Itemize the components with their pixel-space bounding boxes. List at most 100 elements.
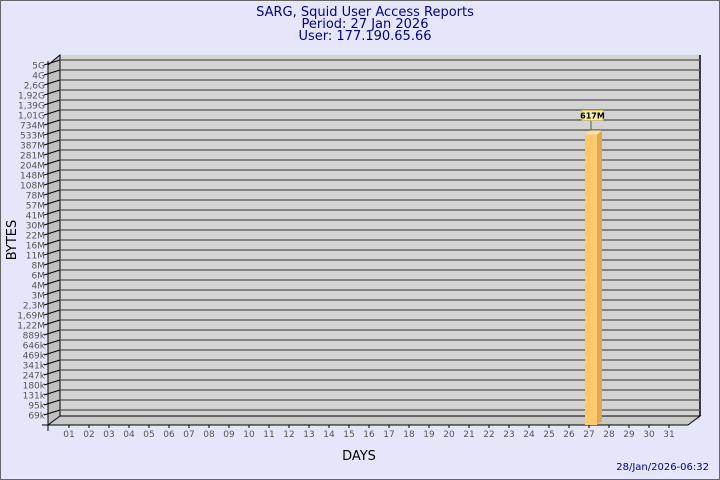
y-tick-label: 95k — [28, 402, 45, 412]
y-tick — [43, 369, 61, 376]
x-tick-label: 30 — [643, 430, 655, 440]
y-tick — [43, 179, 61, 186]
y-tick — [43, 259, 61, 266]
y-tick-label: 11M — [26, 252, 45, 262]
x-tick-label: 10 — [243, 430, 255, 440]
y-tick — [43, 329, 61, 336]
y-tick — [43, 139, 61, 146]
y-tick — [43, 169, 61, 176]
y-tick-label: 131k — [23, 392, 46, 402]
x-tick-label: 24 — [523, 430, 535, 440]
x-tick-label: 25 — [543, 430, 554, 440]
y-tick-label: 1,01G — [18, 112, 45, 122]
y-tick-label: 734M — [20, 122, 45, 132]
y-tick-label: 22M — [26, 232, 45, 242]
y-tick-label: 1,39G — [18, 102, 45, 112]
y-tick — [43, 399, 61, 406]
y-tick — [43, 79, 61, 86]
y-tick — [43, 59, 61, 66]
y-tick-label: 108M — [20, 182, 45, 192]
x-tick-label: 13 — [303, 430, 314, 440]
y-tick-label: 2,6G — [24, 82, 45, 92]
y-tick — [43, 309, 61, 316]
x-tick-label: 18 — [403, 430, 415, 440]
x-axis-label: DAYS — [342, 449, 376, 464]
footer-timestamp: 28/Jan/2026-06:32 — [616, 462, 709, 473]
x-tick-label: 17 — [383, 430, 394, 440]
chart-title-3: User: 177.190.65.66 — [298, 29, 431, 44]
y-tick-label: 4G — [32, 72, 45, 82]
y-tick-label: 1,69M — [17, 312, 45, 322]
y-tick — [43, 319, 61, 326]
y-tick — [43, 99, 61, 106]
x-tick-label: 23 — [503, 430, 514, 440]
y-tick — [43, 349, 61, 356]
y-tick-label: 533M — [20, 132, 45, 142]
x-tick-label: 19 — [423, 430, 435, 440]
y-tick-label: 281M — [20, 152, 45, 162]
y-tick — [43, 339, 61, 346]
x-tick-label: 20 — [443, 430, 455, 440]
x-tick-label: 04 — [123, 430, 135, 440]
y-tick — [43, 89, 61, 96]
y-tick-label: 247k — [23, 372, 46, 382]
y-tick — [43, 189, 61, 196]
y-tick-label: 148M — [20, 172, 45, 182]
x-tick-label: 09 — [223, 430, 235, 440]
x-tick-label: 22 — [483, 430, 494, 440]
y-tick-label: 4M — [32, 282, 46, 292]
x-tick-label: 16 — [363, 430, 375, 440]
x-tick-label: 03 — [103, 430, 114, 440]
y-axis-label: BYTES — [5, 220, 20, 261]
y-tick — [43, 69, 61, 76]
chart-title-1: SARG, Squid User Access Reports — [256, 5, 474, 20]
y-tick-label: 8M — [32, 262, 46, 272]
y-tick-label: 2,3M — [23, 302, 45, 312]
y-tick-label: 469k — [23, 352, 46, 362]
y-tick — [43, 119, 61, 126]
bar-label-box — [581, 109, 604, 121]
y-tick — [43, 159, 61, 166]
y-tick — [43, 289, 61, 296]
y-tick-label: 341k — [23, 362, 46, 372]
y-tick — [43, 389, 61, 396]
chart-title-2: Period: 27 Jan 2026 — [302, 17, 429, 32]
y-tick-label: 889k — [23, 332, 46, 342]
x-tick-label: 26 — [563, 430, 575, 440]
x-tick-label: 06 — [163, 430, 175, 440]
x-tick-label: 12 — [283, 430, 294, 440]
y-tick-label: 204M — [20, 162, 45, 172]
x-tick-label: 27 — [583, 430, 594, 440]
y-tick — [43, 359, 61, 366]
y-tick-label: 69k — [28, 412, 45, 422]
bar-side — [597, 130, 602, 425]
x-tick-label: 07 — [183, 430, 194, 440]
y-tick — [43, 379, 61, 386]
y-tick-label: 16M — [26, 242, 45, 252]
y-tick-label: 57M — [26, 202, 45, 212]
y-tick-label: 1,22M — [17, 322, 45, 332]
y-tick — [43, 239, 61, 246]
y-tick-label: 387M — [20, 142, 45, 152]
x-tick-label: 15 — [343, 430, 354, 440]
y-tick — [43, 199, 61, 206]
y-tick — [43, 279, 61, 286]
x-tick-label: 21 — [463, 430, 474, 440]
y-tick-label: 6M — [32, 272, 46, 282]
y-tick — [43, 209, 61, 216]
y-tick-label: 646k — [23, 342, 46, 352]
y-tick-label: 78M — [26, 192, 45, 202]
y-tick — [43, 129, 61, 136]
y-tick-label: 30M — [26, 222, 45, 232]
y-tick — [43, 109, 61, 116]
bar — [585, 134, 597, 425]
x-tick-label: 01 — [63, 430, 74, 440]
x-tick-label: 29 — [623, 430, 635, 440]
y-tick — [43, 229, 61, 236]
y-tick-label: 3M — [32, 292, 46, 302]
x-tick-label: 11 — [263, 430, 274, 440]
y-tick-label: 5G — [32, 62, 45, 72]
y-tick — [43, 219, 61, 226]
y-tick — [43, 299, 61, 306]
